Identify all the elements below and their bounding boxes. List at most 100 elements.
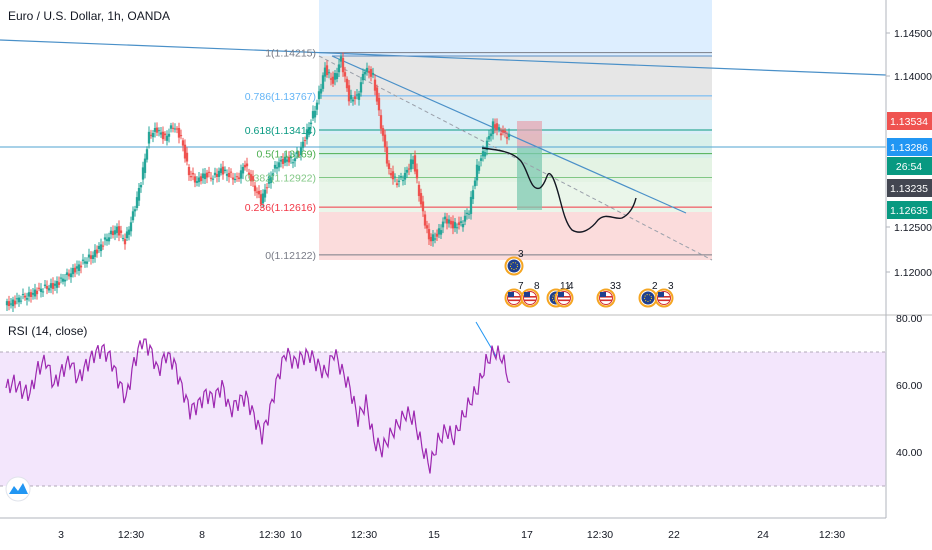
candle-body bbox=[265, 187, 269, 189]
candle-body bbox=[103, 237, 107, 240]
candle-body bbox=[467, 213, 471, 215]
candle-body bbox=[169, 125, 173, 129]
candle-body bbox=[17, 297, 21, 303]
candle-body bbox=[177, 128, 181, 138]
chart-title: Euro / U.S. Dollar, 1h, OANDA bbox=[8, 9, 170, 23]
candle-body bbox=[59, 277, 63, 279]
event-marker[interactable]: 4 bbox=[554, 281, 575, 308]
event-count: 11 bbox=[560, 281, 571, 292]
candle-body bbox=[495, 123, 499, 130]
candle-body bbox=[357, 93, 361, 100]
projection-path bbox=[481, 147, 637, 233]
candle-body bbox=[71, 267, 75, 275]
candle-body bbox=[459, 221, 463, 223]
candle-body bbox=[439, 230, 443, 235]
candle-body bbox=[65, 272, 69, 275]
candle-body bbox=[463, 215, 467, 222]
event-marker[interactable]: 8 bbox=[520, 281, 541, 308]
event-marker[interactable]: 7 bbox=[504, 281, 525, 308]
price-axis[interactable]: 1.14500 1.14000 1.12500 1.12000 1.13534 1.132… bbox=[886, 28, 932, 279]
candle-body bbox=[247, 172, 251, 176]
candle-body bbox=[259, 194, 263, 205]
time-axis[interactable]: 3 12:30 8 12:30 10 12:30 15 17 12:30 22 24 12:30 bbox=[58, 529, 845, 541]
candle-body bbox=[485, 140, 489, 151]
candle-body bbox=[363, 71, 367, 75]
candle-body bbox=[493, 124, 497, 128]
event-marker[interactable]: 33 bbox=[596, 281, 622, 308]
candle-body bbox=[307, 127, 311, 135]
candle-body bbox=[371, 72, 375, 75]
price-tag-label: 1.12635 bbox=[890, 205, 928, 217]
candle-body bbox=[167, 133, 171, 137]
candle-body bbox=[73, 267, 77, 273]
candle-body bbox=[13, 300, 17, 305]
candle-body bbox=[109, 230, 113, 235]
candle-body bbox=[37, 287, 41, 289]
candle-body bbox=[5, 301, 9, 306]
candle-body bbox=[191, 172, 195, 175]
event-marker[interactable]: 2 bbox=[638, 281, 659, 308]
candle-body bbox=[43, 284, 47, 286]
candle-body bbox=[317, 91, 321, 100]
candle-body bbox=[19, 300, 23, 302]
candle-body bbox=[361, 73, 365, 81]
candle-body bbox=[417, 184, 421, 197]
event-marker[interactable]: 3 bbox=[654, 281, 675, 308]
candle-body bbox=[205, 172, 209, 178]
candle-body bbox=[501, 130, 505, 133]
event-count: 33 bbox=[610, 281, 622, 292]
candle-body bbox=[161, 131, 165, 140]
rsi-tick-label: 80.00 bbox=[896, 313, 922, 325]
candle-body bbox=[403, 172, 407, 180]
candle-body bbox=[77, 264, 81, 271]
candle-body bbox=[207, 171, 211, 173]
candle-body bbox=[239, 170, 243, 179]
candle-body bbox=[89, 255, 93, 259]
time-tick-label: 12:30 bbox=[118, 529, 144, 541]
candle-body bbox=[287, 156, 291, 163]
candle-body bbox=[117, 226, 121, 236]
candle-body bbox=[347, 85, 351, 102]
candle-body bbox=[137, 187, 141, 201]
candle-body bbox=[81, 259, 85, 261]
candle-body bbox=[309, 122, 313, 125]
candle-body bbox=[331, 76, 335, 84]
fib-label: 0.382(1.12922) bbox=[245, 173, 316, 185]
event-marker[interactable]: 3 bbox=[504, 249, 525, 276]
candle-body bbox=[107, 237, 111, 242]
candle-body bbox=[267, 176, 271, 184]
candle-body bbox=[409, 159, 413, 170]
candle-body bbox=[291, 162, 295, 164]
candle-body bbox=[223, 169, 227, 172]
rsi-axis[interactable]: 80.00 60.00 40.00 bbox=[896, 313, 922, 459]
candle-body bbox=[413, 155, 417, 172]
candle-body bbox=[179, 135, 183, 137]
candle-body bbox=[47, 288, 51, 291]
candle-body bbox=[481, 151, 485, 157]
candle-body bbox=[49, 283, 53, 288]
candle-body bbox=[221, 166, 225, 175]
candle-body bbox=[183, 144, 187, 159]
candle-body bbox=[461, 223, 465, 228]
candle-body bbox=[243, 164, 247, 168]
candle-body bbox=[15, 298, 19, 300]
candle-body bbox=[429, 236, 433, 242]
candle-body bbox=[25, 297, 29, 300]
candle-body bbox=[285, 159, 289, 162]
candle-body bbox=[33, 289, 37, 297]
economic-events[interactable]: 37 8 114 33 2 3 bbox=[504, 249, 675, 308]
time-tick-label: 22 bbox=[668, 529, 680, 541]
candle-body bbox=[195, 181, 199, 183]
candle-body bbox=[381, 128, 385, 136]
candle-body bbox=[465, 212, 469, 214]
candle-body bbox=[497, 127, 501, 130]
candle-body bbox=[213, 172, 217, 176]
candle-body bbox=[355, 94, 359, 96]
candle-body bbox=[427, 229, 431, 240]
tradingview-logo[interactable] bbox=[5, 476, 31, 502]
candle-body bbox=[157, 130, 161, 132]
candle-body bbox=[445, 218, 449, 224]
trendline-fib-diagonal bbox=[318, 55, 713, 261]
candle-body bbox=[235, 176, 239, 178]
